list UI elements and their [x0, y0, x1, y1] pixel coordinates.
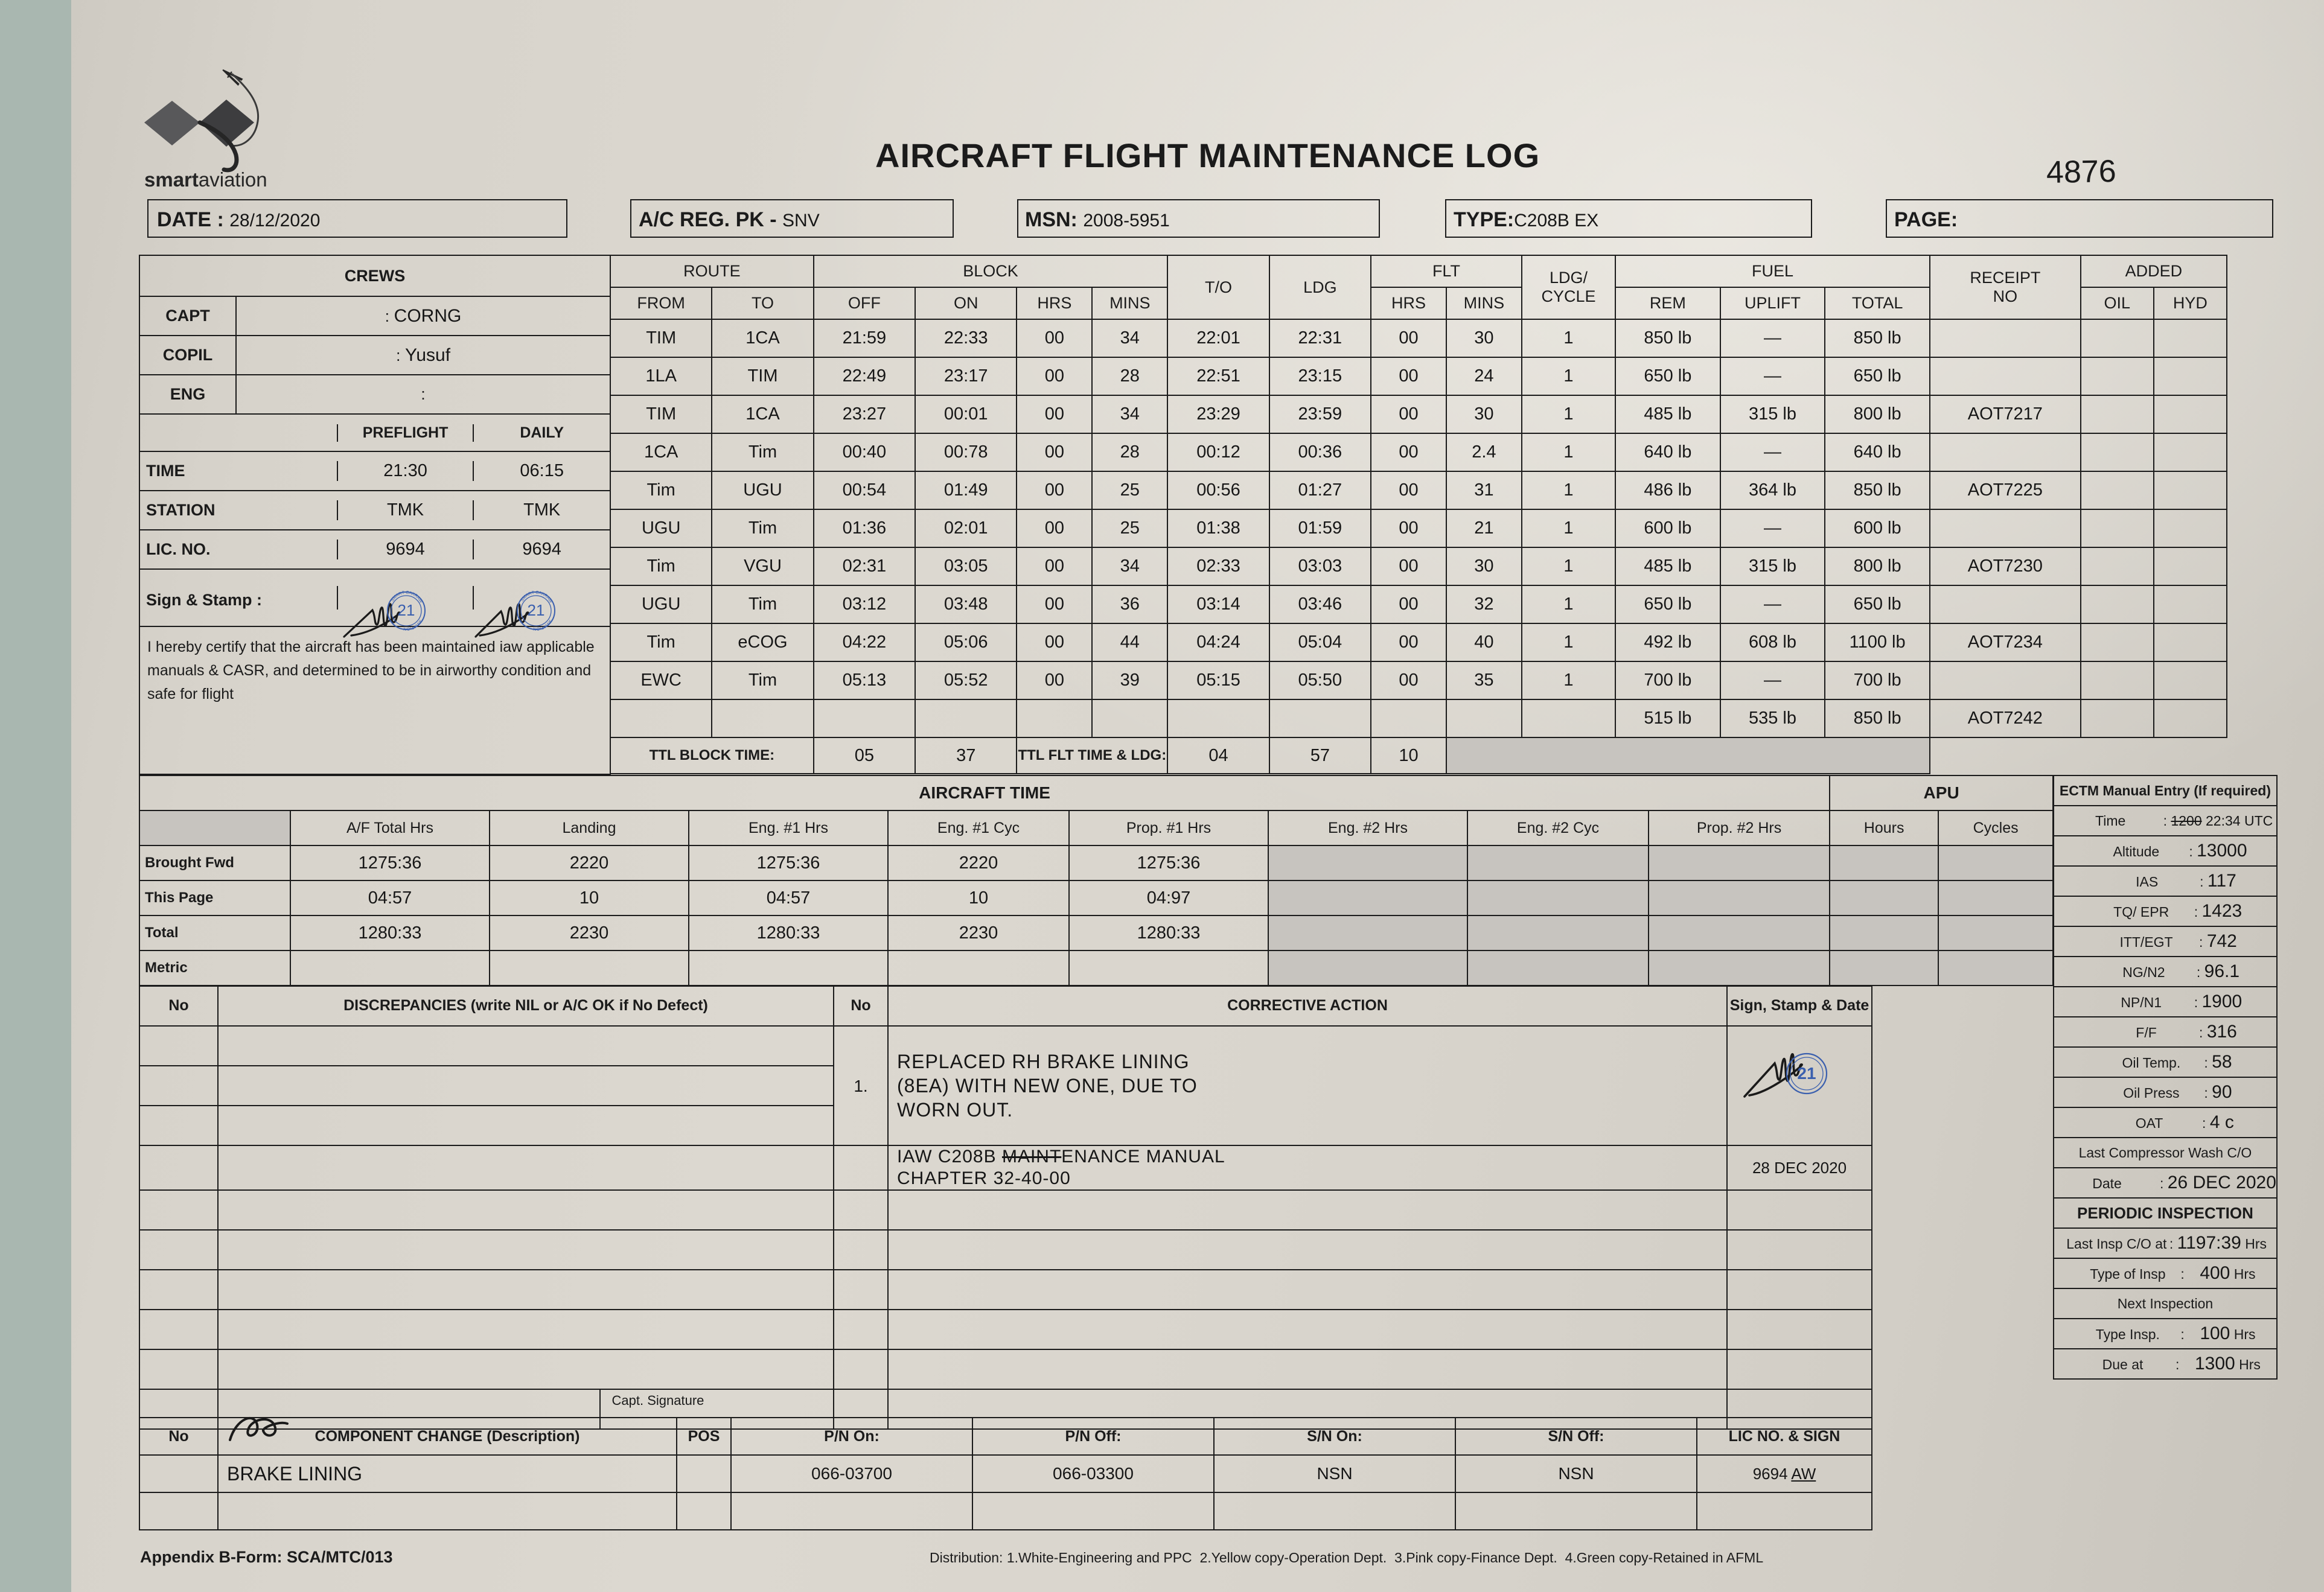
svg-text:21: 21 — [528, 601, 545, 619]
svg-text:21: 21 — [1797, 1064, 1816, 1083]
svg-text:21: 21 — [397, 601, 415, 619]
svg-text:smartaviation: smartaviation — [144, 168, 267, 191]
